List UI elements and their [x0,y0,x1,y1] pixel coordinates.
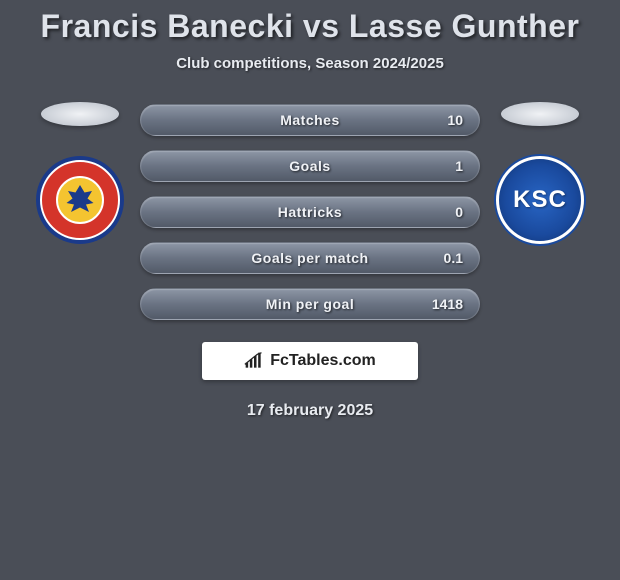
left-badge-ring [40,160,120,240]
left-badge-inner [56,176,104,224]
bar-chart-icon [244,352,264,370]
brand-watermark: FcTables.com [202,342,418,380]
stat-row-goals: Goals 1 [140,150,480,182]
stats-column: Matches 10 Goals 1 Hattricks 0 Goals per… [140,102,480,320]
brand-label: FcTables.com [270,352,376,370]
left-player-column [20,102,140,244]
right-badge-outer: KSC [496,156,584,244]
right-player-column: KSC [480,102,600,244]
stat-value-right: 1418 [432,296,463,312]
stat-row-hattricks: Hattricks 0 [140,196,480,228]
page-title: Francis Banecki vs Lasse Gunther [0,8,620,45]
right-badge-text: KSC [513,186,567,214]
stat-label: Matches [280,112,340,128]
stat-value-right: 0 [455,204,463,220]
stat-row-min-per-goal: Min per goal 1418 [140,288,480,320]
right-player-avatar-placeholder [501,102,579,126]
stat-value-right: 10 [447,112,463,128]
stat-label: Goals per match [251,250,368,266]
date-label: 17 february 2025 [0,402,620,420]
right-club-badge: KSC [496,156,584,244]
stat-row-goals-per-match: Goals per match 0.1 [140,242,480,274]
season-subtitle: Club competitions, Season 2024/2025 [0,55,620,72]
left-club-badge [36,156,124,244]
comparison-card: Francis Banecki vs Lasse Gunther Club co… [0,0,620,420]
stat-value-right: 0.1 [444,250,463,266]
stat-label: Goals [289,158,330,174]
left-player-avatar-placeholder [41,102,119,126]
stat-label: Hattricks [278,204,342,220]
main-row: Matches 10 Goals 1 Hattricks 0 Goals per… [0,102,620,320]
stat-value-right: 1 [455,158,463,174]
left-badge-outer [36,156,124,244]
stat-row-matches: Matches 10 [140,104,480,136]
stat-label: Min per goal [266,296,354,312]
lion-icon [65,185,95,215]
